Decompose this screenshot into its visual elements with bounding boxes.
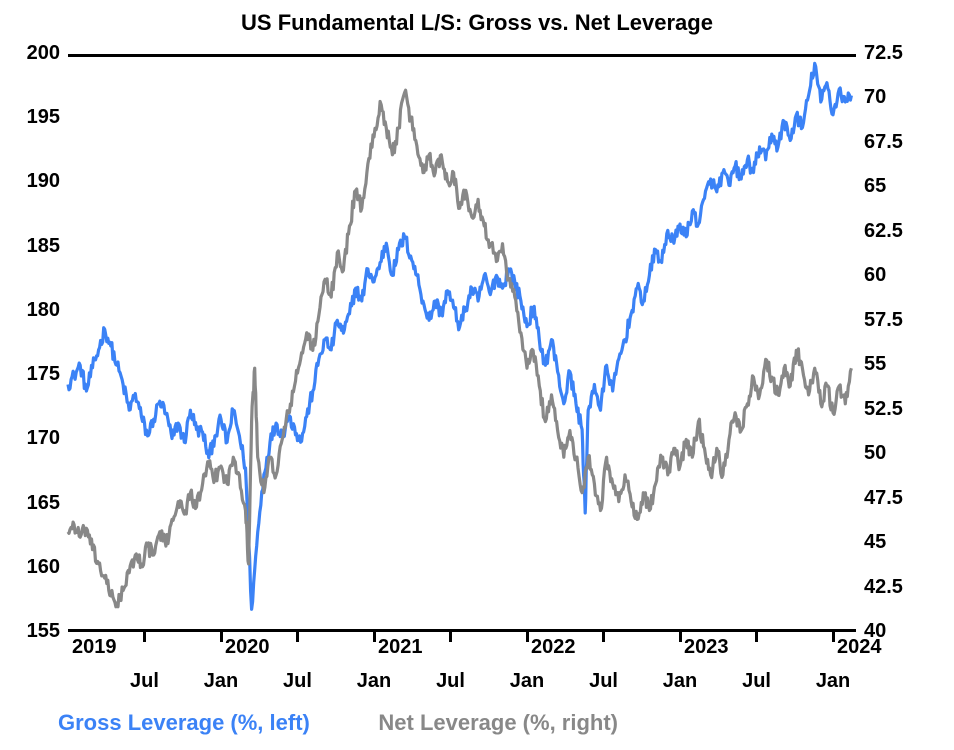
axis-tick-label: 190 [0,170,60,193]
axis-tick-label: Jan [816,670,850,693]
axis-tick-label: 180 [0,299,60,322]
axis-tick [526,632,529,642]
axis-tick-label: Jul [436,670,465,693]
axis-tick [602,632,605,642]
axis-tick-label: Jul [742,670,771,693]
axis-tick-label: 50 [864,442,886,465]
axis-tick-label: 42.5 [864,576,903,599]
chart-title: US Fundamental L/S: Gross vs. Net Levera… [0,10,954,36]
axis-tick-label: 65 [864,175,886,198]
plot-area [68,54,856,632]
axis-tick-label: 200 [0,42,60,65]
axis-tick-label: 2019 [72,636,117,659]
axis-tick-label: 72.5 [864,42,903,65]
axis-tick-label: 67.5 [864,131,903,154]
chart-lines [68,57,856,635]
axis-tick-label: Jul [589,670,618,693]
axis-tick [220,632,223,642]
axis-tick-label: 165 [0,492,60,515]
legend-item: Gross Leverage (%, left) [58,710,310,736]
axis-tick-label: 62.5 [864,220,903,243]
axis-tick [296,632,299,642]
axis-tick [832,632,835,642]
axis-tick [679,632,682,642]
axis-tick-label: 2020 [225,636,270,659]
axis-tick-label: 185 [0,235,60,258]
axis-tick-label: 2022 [531,636,576,659]
axis-tick-label: 175 [0,363,60,386]
axis-tick-label: Jan [357,670,391,693]
axis-tick-label: Jul [130,670,159,693]
axis-tick-label: Jan [204,670,238,693]
axis-tick-label: 2024 [837,636,882,659]
axis-tick-label: 2023 [684,636,729,659]
axis-tick-label: 45 [864,531,886,554]
chart-container: US Fundamental L/S: Gross vs. Net Levera… [0,0,954,750]
axis-tick-label: 160 [0,556,60,579]
axis-tick-label: 52.5 [864,398,903,421]
series-line [68,63,851,609]
axis-tick [449,632,452,642]
axis-tick-label: 2021 [378,636,423,659]
axis-tick-label: 70 [864,86,886,109]
axis-tick [143,632,146,642]
axis-tick-label: 195 [0,106,60,129]
axis-tick-label: 57.5 [864,309,903,332]
legend-item: Net Leverage (%, right) [378,710,618,736]
axis-tick-label: 55 [864,353,886,376]
axis-tick-label: Jul [283,670,312,693]
axis-tick-label: Jan [510,670,544,693]
axis-tick-label: 60 [864,264,886,287]
axis-tick-label: 47.5 [864,487,903,510]
axis-tick-label: 170 [0,427,60,450]
axis-tick [755,632,758,642]
axis-tick-label: Jan [663,670,697,693]
axis-tick-label: 155 [0,620,60,643]
axis-tick [373,632,376,642]
